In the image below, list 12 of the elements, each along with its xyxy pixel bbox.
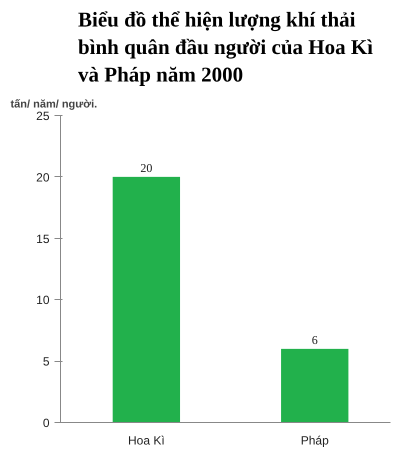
x-tick-label: Hoa Kì xyxy=(128,434,165,448)
data-label: 20 xyxy=(140,160,152,175)
y-tick-label: 20 xyxy=(36,170,50,184)
y-tick-label: 15 xyxy=(36,232,50,246)
data-label: 6 xyxy=(312,332,318,347)
chart-title: Biểu đồ thể hiện lượng khí thải bình quân đầu người của Hoa Kì và Pháp năm 2000 xyxy=(78,7,374,86)
y-axis-title: tấn/ năm/ người. xyxy=(10,98,98,110)
x-tick-label: Pháp xyxy=(300,434,330,448)
y-tick-label: 25 xyxy=(36,109,50,123)
y-tick-label: 5 xyxy=(42,354,50,369)
y-tick-label: 10 xyxy=(36,293,50,308)
y-tick-label: 0 xyxy=(42,416,50,430)
